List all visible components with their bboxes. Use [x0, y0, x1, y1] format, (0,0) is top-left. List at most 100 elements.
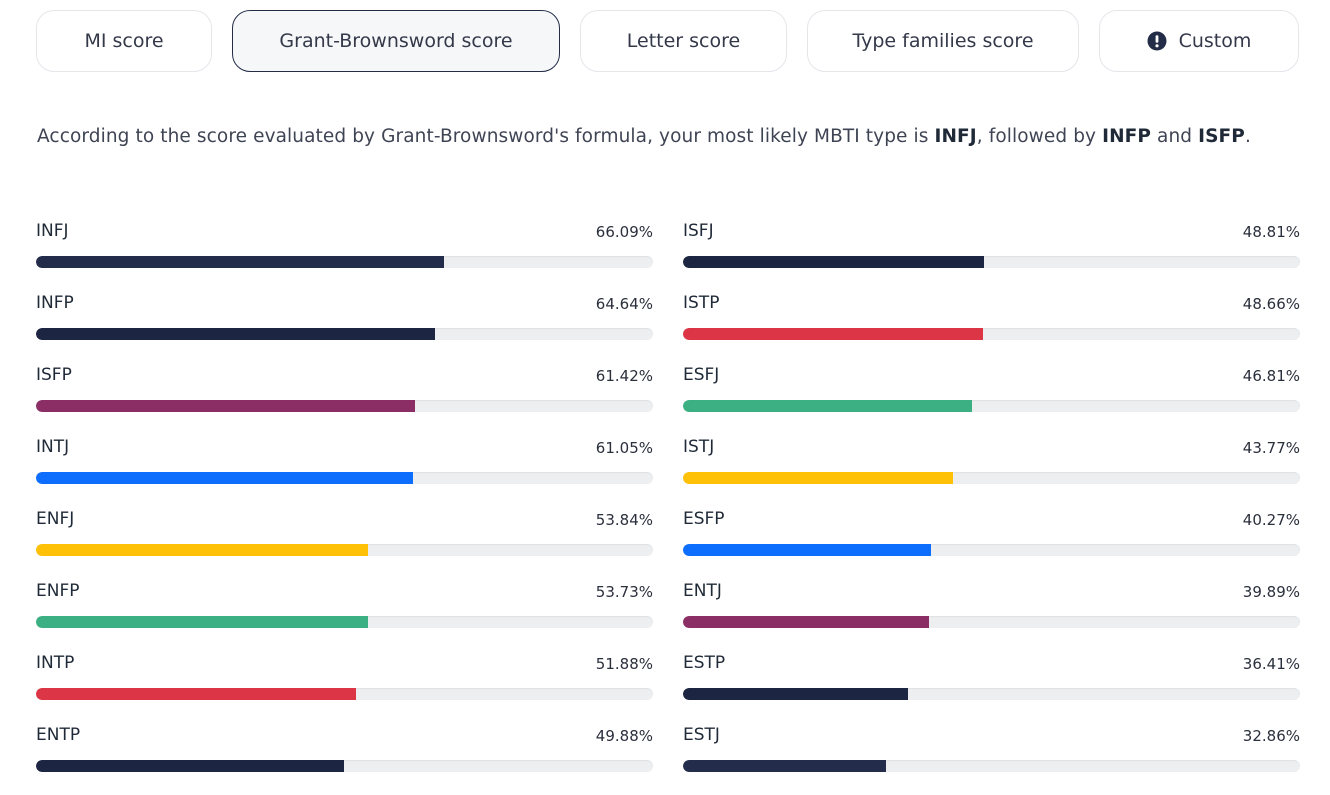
summary-third-type: ISFP	[1198, 126, 1245, 147]
score-type-label: ESTJ	[683, 725, 720, 745]
score-row-intj: INTJ 61.05%	[36, 434, 653, 506]
result-summary: According to the score evaluated by Gran…	[37, 126, 1297, 147]
summary-second-type: INFP	[1102, 126, 1152, 147]
tab-type-families-score[interactable]: Type families score	[807, 10, 1079, 72]
score-row-enfp: ENFP 53.73%	[36, 578, 653, 650]
score-row-infp: INFP 64.64%	[36, 290, 653, 362]
score-bar-track	[36, 544, 653, 556]
score-bar-fill	[36, 328, 435, 340]
score-row-infj: INFJ 66.09%	[36, 218, 653, 290]
score-percent: 49.88%	[595, 727, 653, 745]
score-type-label: INTJ	[36, 437, 70, 457]
score-type-label: ESFJ	[683, 365, 720, 385]
score-bar-fill	[36, 760, 344, 772]
scores-column-right: ISFJ 48.81% ISTP 48.66% ESFJ 46.81% ISTJ 43.77%…	[683, 218, 1300, 794]
score-bar-track	[683, 328, 1300, 340]
score-bar-track	[36, 400, 653, 412]
score-bar-fill	[683, 544, 932, 556]
score-row-entp: ENTP 49.88%	[36, 722, 653, 794]
score-row-esfp: ESFP 40.27%	[683, 506, 1300, 578]
score-percent: 48.81%	[1242, 223, 1300, 241]
score-row-isfj: ISFJ 48.81%	[683, 218, 1300, 290]
score-percent: 39.89%	[1242, 583, 1300, 601]
tab-mi-score[interactable]: MI score	[36, 10, 212, 72]
score-row-intp: INTP 51.88%	[36, 650, 653, 722]
score-bar-track	[683, 688, 1300, 700]
score-bar-fill	[36, 616, 368, 628]
score-percent: 53.84%	[595, 511, 653, 529]
tab-grant-brownsword-score[interactable]: Grant-Brownsword score	[232, 10, 560, 72]
summary-prefix: According to the score evaluated by Gran…	[37, 126, 935, 147]
score-bar-track	[36, 472, 653, 484]
summary-and: and	[1151, 126, 1199, 147]
score-percent: 40.27%	[1242, 511, 1300, 529]
score-type-label: ENFP	[36, 581, 80, 601]
score-type-label: ISFP	[36, 365, 72, 385]
score-bar-fill	[683, 328, 984, 340]
score-percent: 43.77%	[1242, 439, 1300, 457]
score-bar-fill	[36, 472, 413, 484]
tab-letter-score[interactable]: Letter score	[580, 10, 787, 72]
score-type-label: INFP	[36, 293, 74, 313]
score-bar-track	[683, 400, 1300, 412]
score-type-label: INFJ	[36, 221, 69, 241]
score-row-esfj: ESFJ 46.81%	[683, 362, 1300, 434]
score-type-label: ESFP	[683, 509, 725, 529]
score-type-label: ENFJ	[36, 509, 75, 529]
score-bar-fill	[36, 688, 357, 700]
summary-middle: , followed by	[976, 126, 1103, 147]
score-bar-fill	[36, 256, 444, 268]
score-percent: 64.64%	[595, 295, 653, 313]
score-bar-fill	[36, 400, 415, 412]
score-percent: 36.41%	[1242, 655, 1300, 673]
summary-suffix: .	[1244, 126, 1251, 147]
tab-mi-score-label: MI score	[84, 30, 164, 52]
score-bar-fill	[683, 256, 985, 268]
tab-custom[interactable]: Custom	[1099, 10, 1299, 72]
score-percent: 66.09%	[595, 223, 653, 241]
score-bar-fill	[36, 544, 369, 556]
score-bar-track	[36, 256, 653, 268]
score-bar-track	[36, 616, 653, 628]
score-percent: 32.86%	[1242, 727, 1300, 745]
score-percent: 61.05%	[595, 439, 653, 457]
score-type-label: INTP	[36, 653, 75, 673]
exclamation-circle-icon	[1147, 31, 1167, 51]
score-bar-track	[683, 760, 1300, 772]
score-bar-track	[36, 328, 653, 340]
score-type-label: ESTP	[683, 653, 726, 673]
score-bar-fill	[683, 472, 954, 484]
score-bar-fill	[683, 616, 930, 628]
score-bar-track	[683, 616, 1300, 628]
tab-grant-brownsword-score-label: Grant-Brownsword score	[279, 30, 513, 52]
tab-custom-label: Custom	[1178, 30, 1252, 52]
score-bar-track	[683, 472, 1300, 484]
score-bar-track	[36, 760, 653, 772]
score-type-label: ISTJ	[683, 437, 715, 457]
score-percent: 53.73%	[595, 583, 653, 601]
score-type-label: ENTJ	[683, 581, 722, 601]
tab-letter-score-label: Letter score	[626, 30, 741, 52]
score-bar-fill	[683, 400, 972, 412]
score-bar-track	[683, 544, 1300, 556]
score-row-enfj: ENFJ 53.84%	[36, 506, 653, 578]
score-percent: 61.42%	[595, 367, 653, 385]
score-percent: 46.81%	[1242, 367, 1300, 385]
score-row-entj: ENTJ 39.89%	[683, 578, 1300, 650]
tab-type-families-score-label: Type families score	[852, 30, 1034, 52]
score-row-estp: ESTP 36.41%	[683, 650, 1300, 722]
score-row-isfp: ISFP 61.42%	[36, 362, 653, 434]
score-type-label: ISTP	[683, 293, 720, 313]
score-row-istp: ISTP 48.66%	[683, 290, 1300, 362]
score-type-label: ENTP	[36, 725, 81, 745]
score-row-istj: ISTJ 43.77%	[683, 434, 1300, 506]
score-bar-track	[683, 256, 1300, 268]
summary-top-type: INFJ	[934, 126, 977, 147]
score-bar-fill	[683, 760, 886, 772]
score-type-label: ISFJ	[683, 221, 714, 241]
scores-column-left: INFJ 66.09% INFP 64.64% ISFP 61.42% INTJ 61.05%…	[36, 218, 653, 794]
score-percent: 48.66%	[1242, 295, 1300, 313]
score-percent: 51.88%	[595, 655, 653, 673]
score-bar-fill	[683, 688, 908, 700]
score-row-estj: ESTJ 32.86%	[683, 722, 1300, 794]
